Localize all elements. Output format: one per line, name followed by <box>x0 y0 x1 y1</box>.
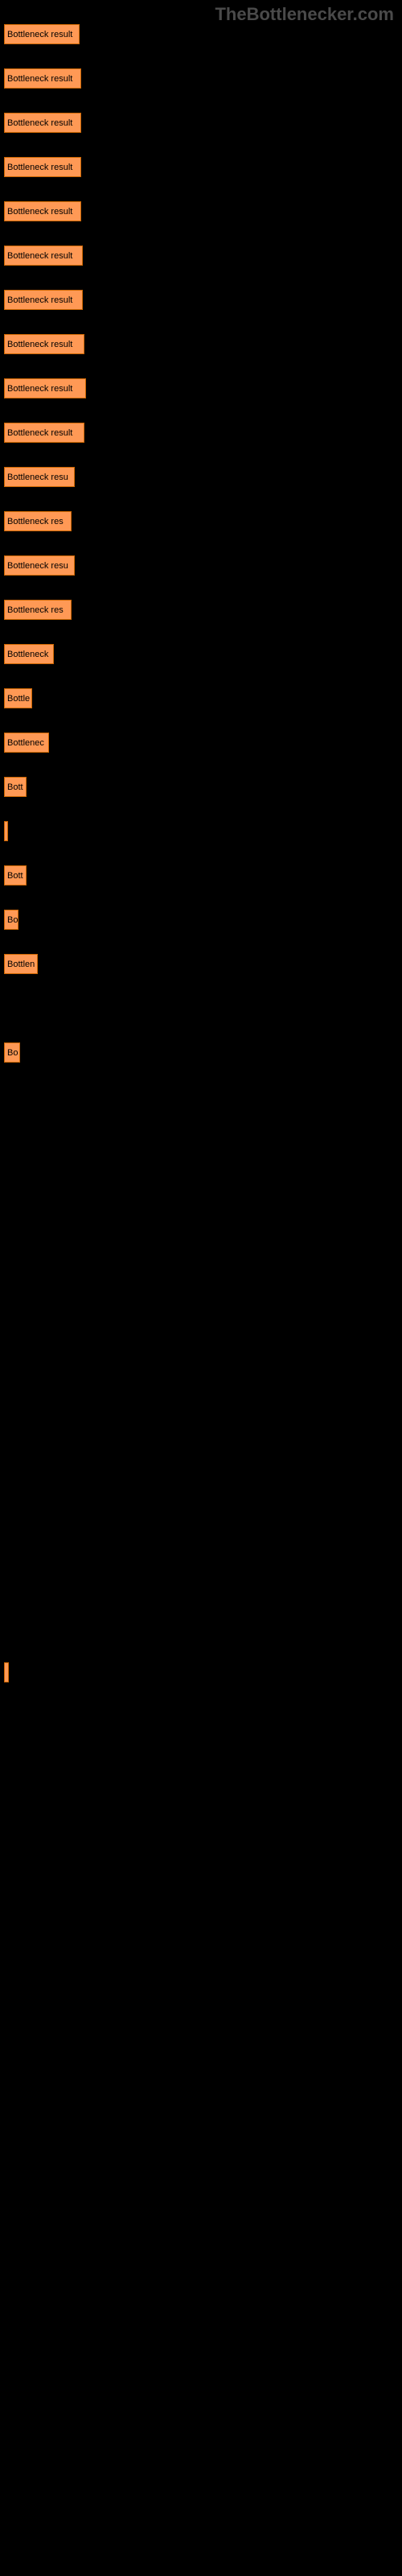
bar-row: Bottleneck <box>4 644 402 664</box>
bar-row <box>4 1264 402 1284</box>
bar-row: Bottleneck resu <box>4 467 402 487</box>
bar-row <box>4 998 402 1018</box>
bar-row <box>4 1220 402 1240</box>
bar-row: Bottleneck result <box>4 24 402 44</box>
bar-label: Bottleneck result <box>7 30 72 39</box>
bar-row: Bottleneck result <box>4 423 402 443</box>
bar: Bottleneck res <box>4 600 72 620</box>
bar: Bottleneck result <box>4 157 81 177</box>
bar-row: Bottleneck result <box>4 378 402 398</box>
bar-label: Bottleneck result <box>7 163 72 172</box>
bar-row <box>4 1530 402 1550</box>
bar-row <box>4 1397 402 1417</box>
bar-label: Bo <box>7 1048 18 1058</box>
bar-row: Bott <box>4 777 402 797</box>
bar-chart: Bottleneck result Bottleneck result Bottle… <box>0 0 402 1727</box>
bar: Bottleneck resu <box>4 467 75 487</box>
bar-row <box>4 1175 402 1195</box>
bar-row: Bo <box>4 910 402 930</box>
bar: Bottleneck result <box>4 24 80 44</box>
bar-row <box>4 1574 402 1594</box>
bar-row <box>4 1618 402 1638</box>
bar-label: Bottlenec <box>7 738 44 748</box>
bar-label: Bottleneck <box>7 650 48 659</box>
bar: Bo <box>4 910 18 930</box>
bar-row <box>4 1485 402 1505</box>
bar-row <box>4 1662 402 1682</box>
bar-row: Bottleneck resu <box>4 555 402 576</box>
bar-label: Bottleneck result <box>7 384 72 394</box>
bar: Bottleneck res <box>4 511 72 531</box>
bar-label: Bottleneck result <box>7 207 72 217</box>
bar-label: Bottleneck result <box>7 74 72 84</box>
bar: Bottleneck result <box>4 378 86 398</box>
bar: Bottle <box>4 688 32 708</box>
bar: Bott <box>4 777 27 797</box>
bar-label: Bottle <box>7 694 30 704</box>
bar-row: Bo <box>4 1042 402 1063</box>
bar-label: Bottleneck res <box>7 517 64 526</box>
bar-label: Bottleneck resu <box>7 561 68 571</box>
bar: Bottleneck result <box>4 246 83 266</box>
bar-row <box>4 1308 402 1328</box>
bar: Bott <box>4 865 27 886</box>
bar-row: Bottleneck result <box>4 201 402 221</box>
bar: Bottleneck result <box>4 334 84 354</box>
bar-label: Bottleneck result <box>7 340 72 349</box>
bar: Bottlenec <box>4 733 49 753</box>
bar-row <box>4 1131 402 1151</box>
bar: Bottleneck result <box>4 423 84 443</box>
bar-row: Bottleneck result <box>4 157 402 177</box>
bar-row: Bottleneck result <box>4 113 402 133</box>
bar-row: Bottlen <box>4 954 402 974</box>
bar-label: Bo <box>7 915 18 925</box>
bar: Bottleneck result <box>4 113 81 133</box>
bar <box>4 821 8 841</box>
bar-row: Bottleneck res <box>4 511 402 531</box>
bar: Bottleneck <box>4 644 54 664</box>
bar-label: Bottleneck result <box>7 428 72 438</box>
bar-label: Bott <box>7 871 23 881</box>
bar-row: Bottleneck result <box>4 334 402 354</box>
bar-label: Bottleneck result <box>7 295 72 305</box>
bar-row: Bottleneck result <box>4 246 402 266</box>
bar-row <box>4 1441 402 1461</box>
bar-row: Bottle <box>4 688 402 708</box>
bar: Bottlen <box>4 954 38 974</box>
bar: Bo <box>4 1042 20 1063</box>
bar-label: Bottleneck res <box>7 605 64 615</box>
bar: Bottleneck resu <box>4 555 75 576</box>
bar: Bottleneck result <box>4 290 83 310</box>
bar-row <box>4 1352 402 1373</box>
bar-label: Bottleneck resu <box>7 473 68 482</box>
watermark-text: TheBottlenecker.com <box>215 4 394 25</box>
bar-row: Bottleneck res <box>4 600 402 620</box>
bar-label: Bottleneck result <box>7 251 72 261</box>
bar: Bottleneck result <box>4 68 81 89</box>
bar-row: Bottlenec <box>4 733 402 753</box>
bar-row <box>4 1087 402 1107</box>
bar-label: Bottleneck result <box>7 118 72 128</box>
bar-row: Bottleneck result <box>4 68 402 89</box>
bar-row: Bott <box>4 865 402 886</box>
bar <box>4 1662 9 1682</box>
bar-label: Bottlen <box>7 960 35 969</box>
bar-label: Bott <box>7 782 23 792</box>
bar-row: Bottleneck result <box>4 290 402 310</box>
bar: Bottleneck result <box>4 201 81 221</box>
bar-row <box>4 821 402 841</box>
bar-row <box>4 1707 402 1727</box>
